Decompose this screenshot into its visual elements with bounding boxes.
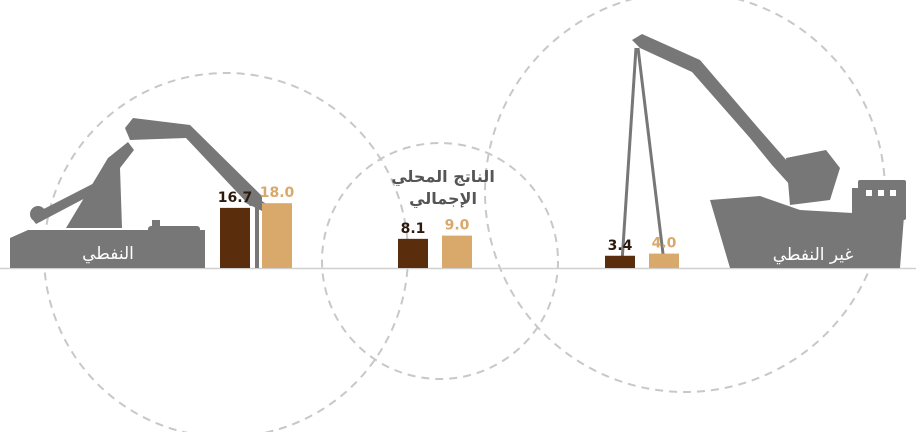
center-title-line-1: الناتج المحلي [391,167,495,187]
sector-label-oil: النفطي [82,244,134,264]
sector-label-nonoil: غير النفطي [773,245,854,265]
ship-crane-icon [620,34,906,268]
bar-gdp-dark [398,238,428,268]
bar-gdp-light [442,235,472,268]
bar-nonoil-light [649,253,679,268]
value-label-nonoil-dark: 3.4 [608,238,633,254]
bar-oil-light [262,203,292,268]
bar-oil-dark [220,207,250,268]
value-label-gdp-dark: 8.1 [401,221,426,237]
decorative-circle-center [321,142,559,380]
bar-nonoil-dark [605,255,635,268]
center-title-line-2: الإجمالي [409,189,477,209]
ship-windows [866,190,896,196]
value-label-oil-dark: 16.7 [218,190,253,206]
value-label-gdp-light: 9.0 [445,218,470,234]
value-label-oil-light: 18.0 [260,185,295,201]
value-label-nonoil-light: 4.0 [652,236,677,252]
